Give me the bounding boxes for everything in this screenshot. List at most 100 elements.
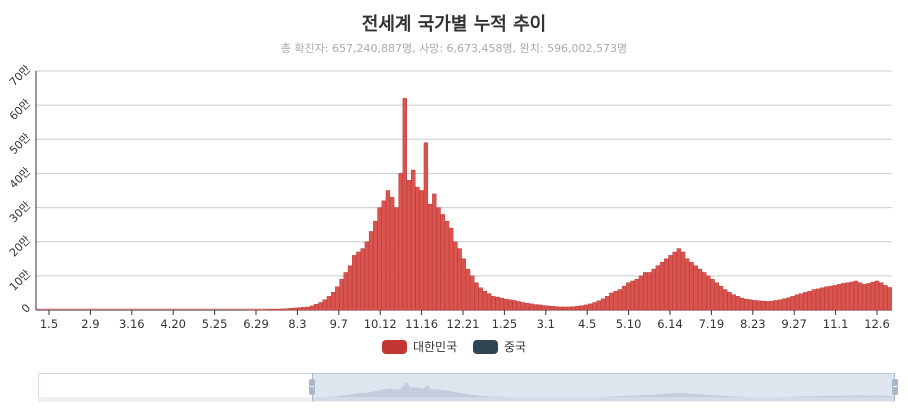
legend-item-china[interactable]: 중국 [472, 338, 527, 355]
bar [811, 289, 816, 311]
bar [541, 305, 547, 311]
x-tick-label: 7.19 [699, 317, 725, 331]
bar [790, 296, 795, 311]
bar [562, 306, 568, 311]
bar [385, 190, 391, 311]
bar [537, 304, 542, 311]
bar [486, 293, 492, 311]
x-tick-label: 10.12 [364, 317, 397, 331]
bar [862, 284, 867, 311]
bar [432, 193, 437, 311]
legend-item-korea[interactable]: 대한민국 [381, 338, 458, 355]
bar [874, 280, 880, 311]
x-tick-label: 1.25 [492, 317, 518, 331]
bar [596, 300, 601, 311]
bar [499, 297, 504, 311]
bar [727, 292, 732, 311]
bar [634, 279, 639, 311]
bar [368, 231, 374, 311]
x-tick-label: 2.9 [81, 317, 99, 331]
bar [558, 306, 563, 311]
bar [478, 287, 483, 311]
bar [465, 268, 471, 311]
x-tick-label: 5.25 [202, 317, 228, 331]
bar [866, 283, 871, 311]
x-tick-label: 12.6 [864, 317, 890, 331]
data-zoom-slider [38, 373, 896, 401]
bar [402, 98, 407, 311]
bar [449, 227, 454, 311]
bar [575, 306, 580, 311]
bar [731, 294, 736, 311]
bar [659, 262, 665, 311]
bar [710, 279, 715, 311]
bar [706, 275, 711, 311]
x-tick-label: 12.21 [447, 317, 480, 331]
bar [820, 287, 825, 311]
bar [803, 292, 808, 311]
bar [457, 248, 462, 311]
bar [495, 296, 500, 311]
y-tick-label: 0 [19, 302, 33, 316]
bar [723, 289, 728, 311]
bar [824, 286, 829, 311]
x-tick-label: 11.16 [405, 317, 438, 331]
x-tick-label: 4.5 [578, 317, 596, 331]
legend-label-korea: 대한민국 [412, 340, 458, 354]
bar [786, 297, 791, 311]
bar [588, 303, 593, 311]
bar [887, 287, 892, 311]
bar [756, 300, 762, 311]
bar [377, 207, 382, 311]
zoom-handle-left[interactable] [309, 379, 315, 395]
bar [605, 296, 610, 311]
bar [326, 296, 332, 311]
bar [761, 300, 766, 311]
bar [702, 272, 707, 311]
bar [836, 284, 842, 311]
zoom-selection-window[interactable] [312, 373, 895, 401]
bar [832, 285, 838, 311]
bar [394, 207, 399, 311]
legend-label-china: 중국 [503, 340, 527, 354]
bar [330, 292, 336, 311]
bar [845, 282, 850, 311]
bar [512, 300, 517, 311]
y-tick-label: 30만 [7, 199, 33, 225]
x-tick-label: 6.29 [243, 317, 269, 331]
bar [841, 283, 846, 311]
bar [503, 298, 509, 311]
bar [343, 272, 348, 311]
bar [423, 142, 429, 311]
bar [600, 298, 606, 311]
bar [335, 286, 340, 311]
bar [524, 302, 530, 311]
bar [651, 268, 656, 311]
zoom-handle-right[interactable] [892, 379, 898, 395]
bar [613, 291, 618, 311]
bar [883, 285, 888, 311]
bar [672, 251, 677, 311]
bar [794, 294, 800, 311]
bar [853, 280, 859, 311]
bar [744, 298, 749, 311]
x-tick-label: 3.16 [119, 317, 145, 331]
bar [444, 221, 450, 311]
bar [739, 297, 745, 311]
x-tick-label: 1.5 [40, 317, 58, 331]
bar [461, 258, 467, 311]
y-tick-label: 60만 [7, 97, 33, 123]
bar [714, 282, 720, 311]
x-tick-label: 11.1 [823, 317, 849, 331]
bar [554, 306, 559, 311]
bar [748, 299, 753, 311]
bar [664, 258, 669, 311]
bar [550, 306, 555, 311]
chart-subtitle: 총 확진자: 657,240,887명, 사망: 6,673,458명, 완치:… [280, 42, 628, 55]
bar [520, 302, 526, 311]
chart-legend: 대한민국 중국 [0, 338, 908, 357]
bar [592, 302, 597, 311]
bar [339, 279, 344, 311]
bar [491, 296, 496, 311]
